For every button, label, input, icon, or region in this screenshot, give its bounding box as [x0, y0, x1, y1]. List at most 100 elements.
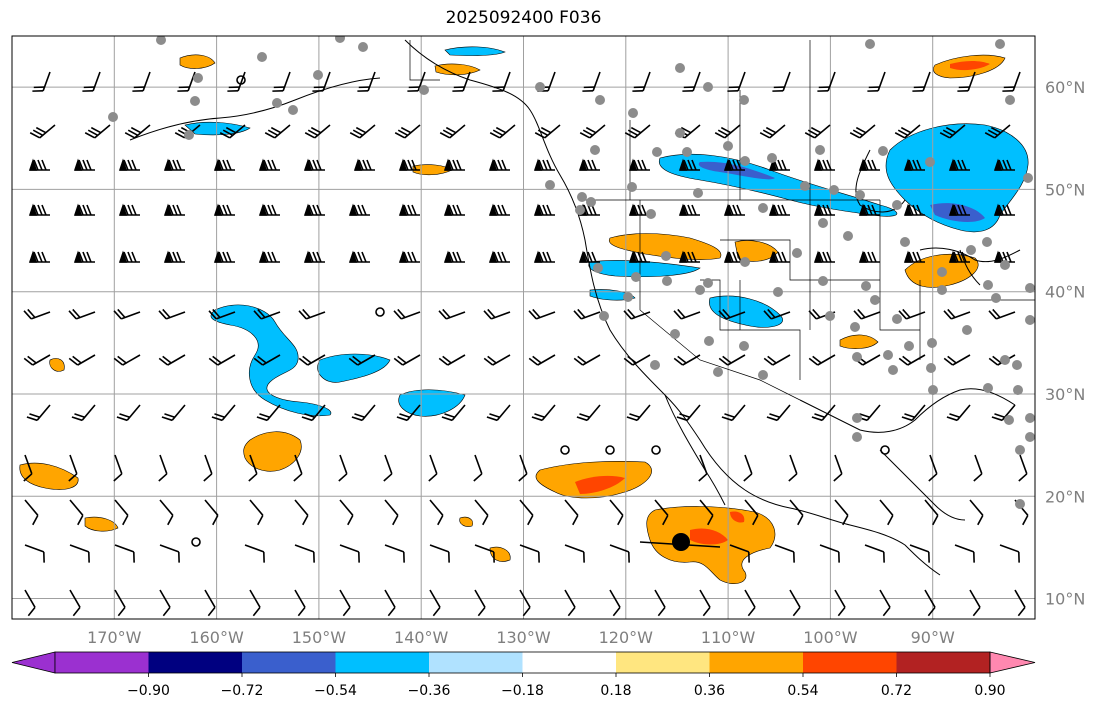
wind-barb	[84, 124, 111, 139]
station-dot	[723, 141, 733, 151]
wind-barb	[699, 589, 711, 617]
wind-barb	[901, 404, 926, 422]
wind-barb	[272, 71, 291, 92]
wind-barb	[351, 404, 376, 422]
wind-barb	[723, 203, 745, 216]
wind-barb	[788, 454, 798, 482]
wind-barb	[678, 203, 700, 216]
wind-barb	[82, 71, 101, 92]
colorbar-under-extension	[11, 651, 56, 674]
wind-barb	[23, 454, 33, 482]
wind-barb	[849, 124, 876, 139]
station-dot	[852, 413, 862, 423]
wind-barb	[534, 124, 561, 139]
wind-barb	[909, 544, 930, 563]
wind-barb	[348, 354, 376, 366]
wind-barb	[384, 499, 399, 526]
calm-circle	[560, 445, 570, 455]
wind-barb	[834, 589, 846, 617]
station-dot	[991, 293, 1001, 303]
wind-barb	[68, 354, 96, 366]
wind-barb	[69, 544, 90, 563]
wind-barb	[858, 158, 880, 171]
latitude-label: 50°N	[1045, 180, 1085, 199]
station-dot	[1025, 283, 1035, 293]
wind-barb	[804, 124, 831, 139]
wind-barb	[903, 203, 925, 216]
wind-barb	[819, 544, 840, 563]
wind-barb	[203, 454, 213, 482]
station-dot	[627, 182, 637, 192]
station-dot	[883, 350, 893, 360]
wind-barb	[984, 124, 1011, 139]
station-dot	[695, 285, 705, 295]
wind-barb	[678, 158, 700, 171]
colorbar-segment	[522, 652, 616, 673]
wind-barb	[943, 354, 971, 366]
positive-anomaly-small-3	[49, 358, 65, 372]
wind-barb	[533, 250, 555, 263]
wind-barb	[729, 544, 750, 563]
wind-barb	[73, 203, 95, 216]
station-dot	[962, 325, 972, 335]
wind-barb	[23, 354, 51, 366]
wind-barb	[294, 544, 315, 563]
station-dot	[1004, 415, 1014, 425]
station-dot	[257, 52, 267, 62]
colorbar-segment	[242, 652, 336, 673]
wind-barb	[519, 589, 531, 617]
wind-barb	[682, 71, 701, 92]
wind-barb	[948, 158, 970, 171]
station-dot	[983, 280, 993, 290]
wind-barb	[678, 250, 700, 263]
station-dot	[682, 147, 692, 157]
station-dot	[1005, 95, 1015, 105]
wind-barb	[898, 308, 926, 320]
station-dot	[703, 278, 713, 288]
wind-barb	[488, 203, 510, 216]
wind-barb	[518, 454, 528, 482]
wind-barb	[213, 158, 235, 171]
station-dot	[1025, 315, 1035, 325]
wind-barb	[948, 203, 970, 216]
wind-barb	[158, 308, 186, 320]
longitude-label: 110°W	[701, 628, 756, 647]
wind-barb	[28, 158, 50, 171]
wind-barb	[132, 71, 151, 92]
station-dot	[888, 365, 898, 375]
colorbar-tick-label: 0.72	[881, 683, 912, 699]
station-dot	[184, 130, 194, 140]
station-dot	[870, 295, 880, 305]
wind-barb	[533, 158, 555, 171]
wind-barb	[768, 203, 790, 216]
wind-barb	[163, 158, 185, 171]
wind-barb	[213, 203, 235, 216]
calm-circle	[236, 75, 246, 85]
latitude-label: 20°N	[1045, 487, 1085, 506]
positive-anomaly-hawaii-1	[243, 431, 302, 472]
wind-barb	[73, 250, 95, 263]
wind-barb	[441, 404, 466, 422]
wind-barb	[624, 124, 651, 139]
wind-barb	[676, 404, 701, 422]
wind-barb	[384, 544, 405, 563]
wind-barb	[564, 499, 579, 526]
calm-wind-circles	[191, 75, 890, 547]
station-dot	[1000, 355, 1010, 365]
station-dot	[995, 39, 1005, 49]
wind-barb	[159, 589, 171, 617]
wind-barb	[253, 354, 281, 366]
wind-barb	[383, 454, 393, 482]
wind-barb	[673, 354, 701, 366]
wind-barb	[632, 71, 651, 92]
station-dot	[652, 147, 662, 157]
wind-barb	[533, 203, 555, 216]
wind-barb	[32, 71, 51, 92]
wind-barb	[531, 404, 556, 422]
wind-barb	[898, 354, 926, 366]
wind-barb	[1014, 589, 1026, 617]
station-dot	[575, 205, 585, 215]
colorbar-tick-label: 0.36	[694, 683, 725, 699]
wind-barb	[204, 589, 216, 617]
wind-barb	[339, 544, 360, 563]
